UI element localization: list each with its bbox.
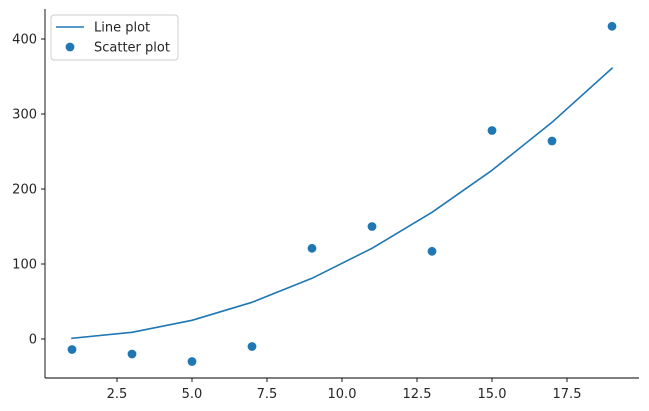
plot-area: [67, 21, 617, 366]
x-tick-label: 5.0: [182, 387, 203, 402]
scatter-point: [367, 222, 377, 231]
scatter-point: [607, 21, 617, 31]
legend-label: Scatter plot: [94, 41, 170, 56]
x-tick-label: 17.5: [553, 387, 582, 402]
legend: Line plot Scatter plot: [50, 14, 179, 61]
y-tick-label: 200: [12, 183, 37, 198]
y-tick-label: 300: [12, 108, 37, 123]
scatter-point: [187, 357, 197, 366]
x-tick-label: 10.0: [328, 387, 357, 402]
y-tick-label: 100: [12, 258, 37, 273]
scatter-point: [427, 246, 437, 256]
x-tick-label: 12.5: [403, 387, 432, 402]
scatter-point: [127, 349, 137, 359]
scatter-point: [247, 342, 257, 351]
y-tick-label: 0: [29, 333, 37, 348]
x-tick-label: 15.0: [478, 387, 507, 402]
scatter-point: [547, 136, 557, 146]
x-tick-label: 2.5: [107, 387, 128, 402]
legend-label: Line plot: [94, 21, 150, 36]
axes: 2.5 5.0 7.5 10.0 12.5 15.0 17.5 0 100 200 300 400: [12, 9, 639, 402]
series-line: [71, 67, 614, 340]
scatter-point: [487, 126, 497, 135]
x-tick-label: 7.5: [257, 387, 278, 402]
legend-scatter-swatch: [65, 42, 75, 52]
y-tick-label: 400: [12, 33, 37, 48]
scatter-point: [67, 345, 77, 354]
scatter-point: [307, 243, 317, 253]
